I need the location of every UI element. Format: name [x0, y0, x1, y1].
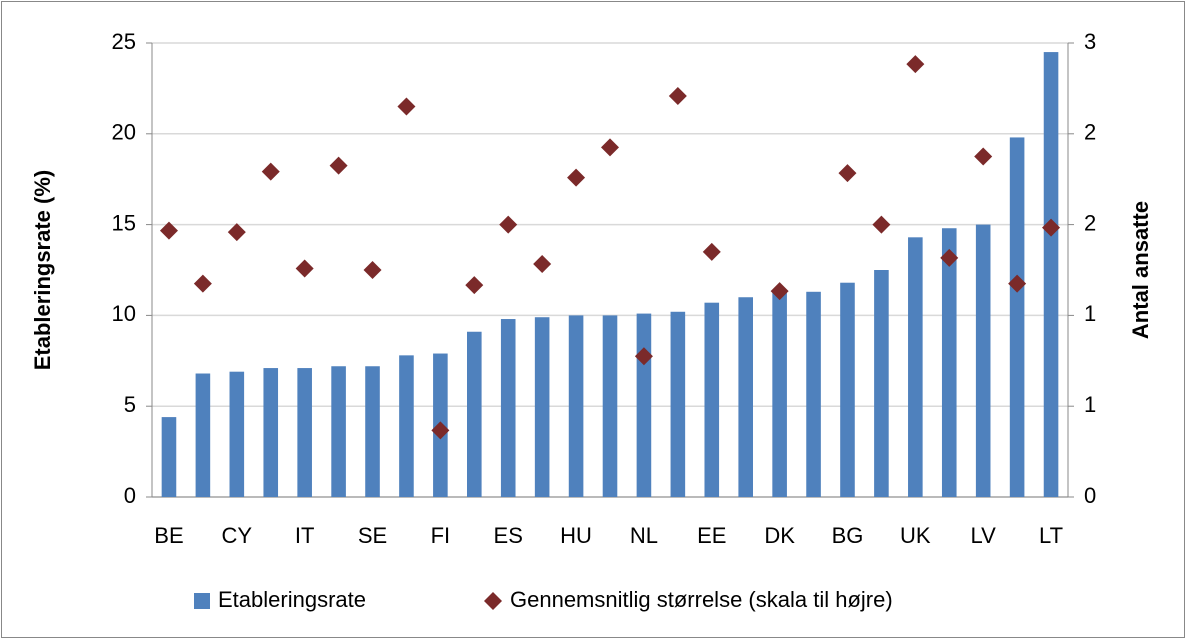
bar: [399, 355, 414, 497]
diamond-marker: [295, 259, 314, 278]
bar: [467, 331, 482, 497]
y2-tick-label: 0: [1084, 483, 1096, 508]
bar: [738, 297, 753, 497]
x-tick-label: IT: [295, 523, 315, 548]
diamond-marker: [1008, 274, 1027, 293]
diamond-marker: [329, 156, 348, 175]
bar: [874, 270, 889, 497]
diamond-marker: [261, 162, 280, 181]
bar: [195, 373, 211, 497]
x-tick-label: BG: [832, 523, 864, 548]
y2-tick-label: 1: [1084, 392, 1096, 417]
y2-tick-label: 1: [1084, 301, 1096, 326]
diamond-marker: [940, 248, 959, 267]
y-tick-label: 20: [112, 120, 136, 145]
bar: [772, 291, 787, 497]
x-tick-label: HU: [560, 523, 592, 548]
x-tick-label: EE: [697, 523, 726, 548]
diamond-marker: [668, 86, 687, 105]
y-axis-title: Etableringsrate (%): [30, 170, 55, 371]
y-tick-label: 10: [112, 301, 136, 326]
x-tick-label: FI: [431, 523, 451, 548]
bar: [670, 311, 686, 497]
y-tick-label: 25: [112, 29, 136, 54]
legend-label: Etableringsrate: [218, 587, 366, 612]
bar: [840, 282, 855, 497]
bar: [263, 368, 279, 497]
x-tick-label: LV: [971, 523, 997, 548]
bar: [297, 368, 312, 497]
diamond-marker: [634, 347, 653, 366]
bar: [806, 291, 821, 497]
bar: [908, 237, 923, 497]
diamond-marker: [702, 242, 721, 261]
y-tick-label: 0: [124, 483, 136, 508]
diamond-marker: [193, 274, 212, 293]
diamond-marker: [838, 164, 857, 183]
bar: [636, 313, 652, 497]
diamond-marker: [770, 282, 789, 301]
diamond-marker: [227, 223, 246, 242]
x-tick-label: SE: [358, 523, 387, 548]
diamond-marker: [499, 215, 518, 234]
diamond-marker: [1042, 218, 1061, 237]
x-tick-label: ES: [494, 523, 523, 548]
y2-tick-label: 2: [1084, 210, 1096, 235]
bar: [500, 319, 516, 497]
bar: [568, 315, 584, 497]
diamond-marker: [397, 97, 416, 116]
bar: [229, 371, 245, 497]
bar: [941, 228, 957, 497]
bar: [975, 224, 991, 497]
diamond-marker: [974, 147, 993, 166]
diamond-marker: [431, 421, 450, 440]
y2-axis-title: Antal ansatte: [1128, 201, 1153, 339]
bar: [1043, 52, 1059, 498]
y-tick-label: 5: [124, 392, 136, 417]
y-tick-label: 15: [112, 210, 136, 235]
y2-tick-label: 2: [1084, 120, 1096, 145]
bar: [602, 315, 618, 497]
legend-swatch: [484, 592, 502, 610]
x-tick-label: CY: [222, 523, 253, 548]
diamond-marker: [872, 215, 891, 234]
x-tick-label: LT: [1039, 523, 1063, 548]
x-tick-label: BE: [154, 523, 183, 548]
bar: [331, 366, 346, 497]
diamond-marker: [159, 221, 178, 240]
legend-swatch: [194, 593, 210, 609]
diamond-marker: [906, 55, 925, 74]
diamond-marker: [465, 276, 484, 295]
x-tick-label: NL: [630, 523, 658, 548]
diamond-marker: [567, 168, 586, 187]
x-tick-label: DK: [764, 523, 795, 548]
diamond-marker: [363, 261, 382, 279]
x-tick-label: UK: [900, 523, 931, 548]
legend-label: Gennemsnitlig størrelse (skala til højre…: [510, 587, 893, 612]
bar: [365, 366, 380, 497]
diamond-marker: [533, 254, 552, 273]
bar: [534, 317, 550, 497]
y2-tick-label: 3: [1084, 29, 1096, 54]
bar: [1009, 137, 1025, 497]
bar: [161, 417, 177, 497]
bar: [704, 302, 720, 497]
diamond-marker: [601, 138, 619, 157]
